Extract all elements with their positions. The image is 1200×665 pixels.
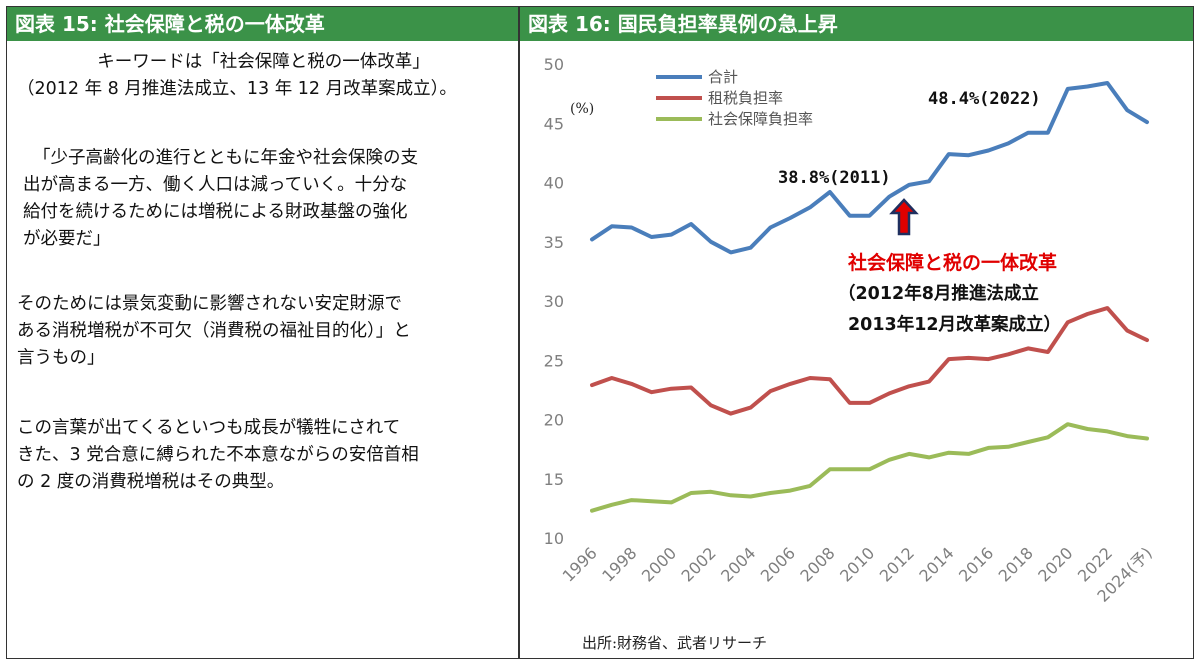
- text-line-11: きた、3 党合意に縛られた不本意ながらの安倍首相: [17, 445, 419, 465]
- text-line-12: の 2 度の消費税増税はその典型。: [17, 472, 285, 492]
- y-tick-label: 50: [544, 55, 564, 74]
- reform-line1-annotation: （2012年8月推進法成立: [838, 283, 1039, 304]
- x-tick-label: 2006: [757, 543, 799, 585]
- series-line-2: [590, 422, 1149, 513]
- series-line-0: [590, 81, 1149, 255]
- text-line-7: そのためには景気変動に影響されない安定財源で: [17, 294, 402, 314]
- y-tick-label: 10: [544, 529, 564, 548]
- peak-2022-annotation: 48.4%(2022): [928, 89, 1041, 109]
- reform-arrow: [889, 198, 919, 236]
- unit-label: (%): [570, 101, 594, 117]
- right-panel-title: 図表 16: 国民負担率異例の急上昇: [520, 7, 1193, 41]
- x-tick-label: 2000: [638, 543, 680, 585]
- reform-title-annotation: 社会保障と税の一体改革: [847, 251, 1057, 274]
- text-line-5: 給付を続けるためには増税による財政基盤の強化: [23, 202, 408, 222]
- text-line-2: （2012 年 8 月推進法成立、13 年 12 月改革案成立）。: [17, 79, 457, 99]
- y-tick-label: 15: [544, 470, 564, 489]
- text-line-6: が必要だ」: [23, 229, 111, 249]
- x-tick-label: 1996: [559, 543, 601, 585]
- x-tick-label: 1998: [598, 543, 640, 585]
- x-tick-label: 2012: [876, 543, 918, 585]
- left-panel: 図表 15: 社会保障と税の一体改革 キーワードは「社会保障と税の一体改革」 （…: [6, 6, 519, 659]
- x-tick-label: 2016: [955, 543, 997, 585]
- x-tick-label: 2020: [1034, 543, 1076, 585]
- text-line-10: この言葉が出てくるといつも成長が犠牲にされて: [17, 418, 401, 438]
- text-line-3: 「少子高齢化の進行とともに年金や社会保険の支: [33, 148, 418, 168]
- value-2011-annotation: 38.8%(2011): [778, 168, 891, 188]
- text-line-1: キーワードは「社会保障と税の一体改革」: [97, 52, 430, 72]
- right-panel: 図表 16: 国民負担率異例の急上昇 10 15 20 25 30 35 40 45 50 19…: [519, 6, 1194, 659]
- legend-label-0: 合計: [708, 68, 738, 86]
- x-tick-label: 2010: [836, 543, 878, 585]
- reform-line2-annotation: 2013年12月改革案成立）: [848, 314, 1061, 335]
- x-tick-label: 2004: [717, 543, 759, 585]
- y-tick-label: 25: [544, 351, 564, 370]
- x-tick-label: 2002: [678, 543, 720, 585]
- y-tick-label: 35: [544, 233, 564, 252]
- y-tick-label: 45: [544, 114, 564, 133]
- text-line-4: 出が高まる一方、働く人口は減っていく。十分な: [23, 175, 408, 195]
- series-line-1: [590, 306, 1149, 416]
- text-line-8: ある消税増税が不可欠（消費税の福祉目的化）」と: [17, 321, 411, 341]
- legend-label-1: 租税負担率: [708, 89, 783, 107]
- y-tick-label: 40: [544, 174, 564, 193]
- source-note: 出所:財務省、武者リサーチ: [582, 634, 767, 652]
- y-tick-label: 20: [544, 411, 564, 430]
- x-tick-label: 2008: [796, 543, 838, 585]
- left-panel-title: 図表 15: 社会保障と税の一体改革: [7, 7, 518, 41]
- x-tick-label: 2014: [915, 543, 957, 585]
- legend-label-2: 社会保障負担率: [708, 110, 813, 128]
- x-tick-label: 2018: [995, 543, 1037, 585]
- text-line-9: 言うもの」: [17, 348, 105, 368]
- y-tick-label: 30: [544, 292, 564, 311]
